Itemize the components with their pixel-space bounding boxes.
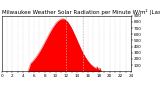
Text: Milwaukee Weather Solar Radiation per Minute W/m² (Last 24 Hours): Milwaukee Weather Solar Radiation per Mi… bbox=[2, 9, 160, 15]
